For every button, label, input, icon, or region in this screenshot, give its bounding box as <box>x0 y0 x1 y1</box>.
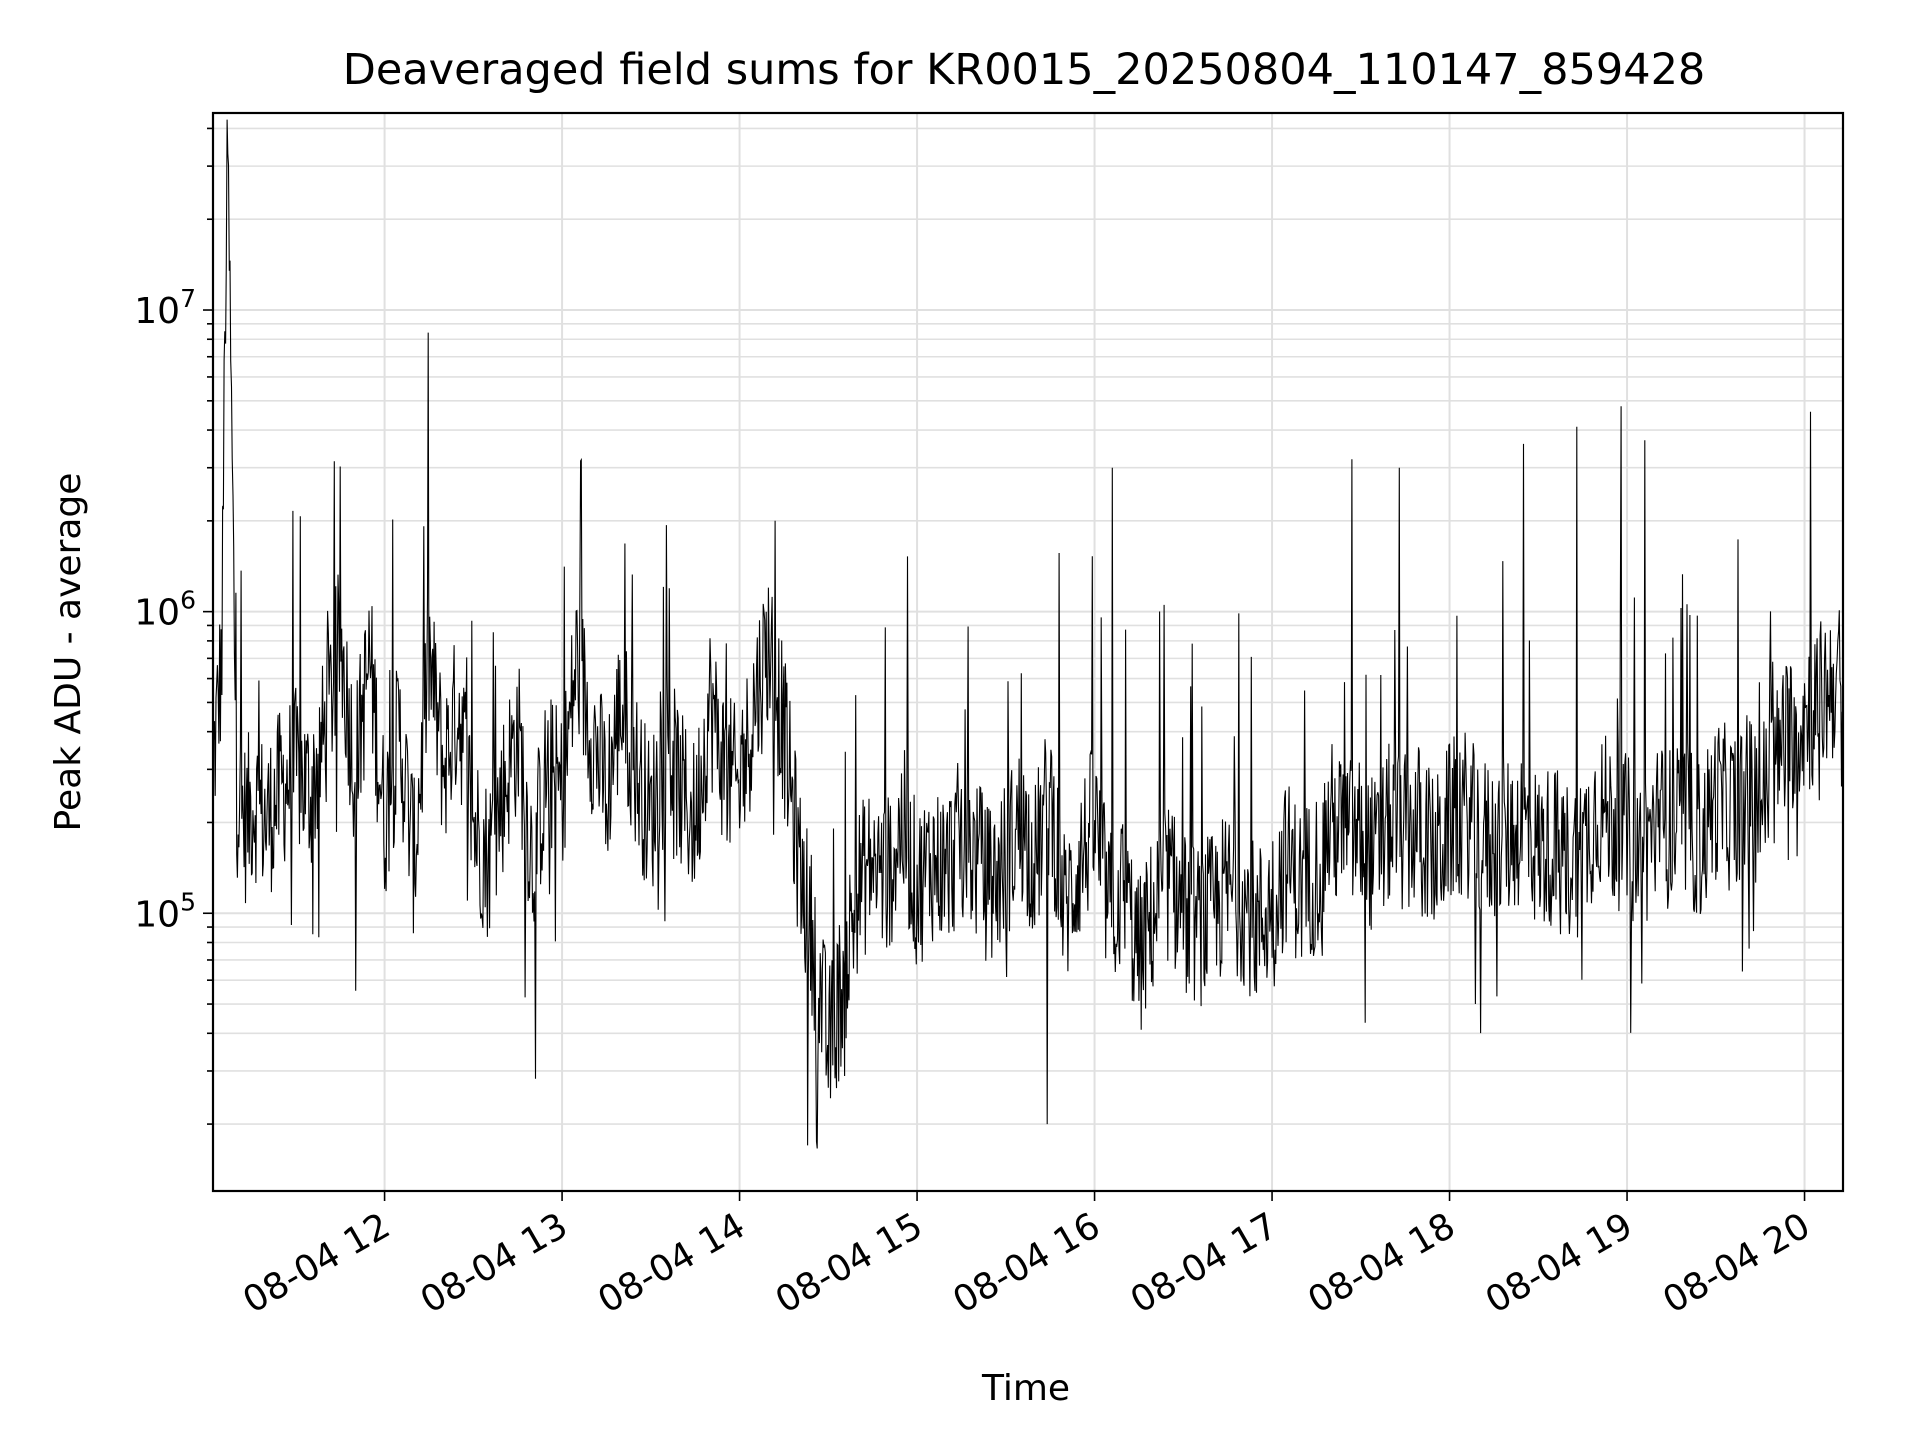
series-line <box>212 119 1844 1149</box>
y-axis: 105 106 107 <box>134 127 213 1125</box>
chart-title: Deaveraged field sums for KR0015_2025080… <box>343 45 1706 95</box>
grid <box>213 113 1843 1191</box>
y-tick-label: 106 <box>134 586 196 634</box>
y-axis-label: Peak ADU - average <box>48 473 89 832</box>
y-tick-label: 107 <box>134 284 196 332</box>
plot-frame <box>211 111 1845 1193</box>
x-axis-label: Time <box>981 1368 1070 1409</box>
y-tick-label: 105 <box>134 887 196 935</box>
series-line-group <box>212 119 1844 1149</box>
